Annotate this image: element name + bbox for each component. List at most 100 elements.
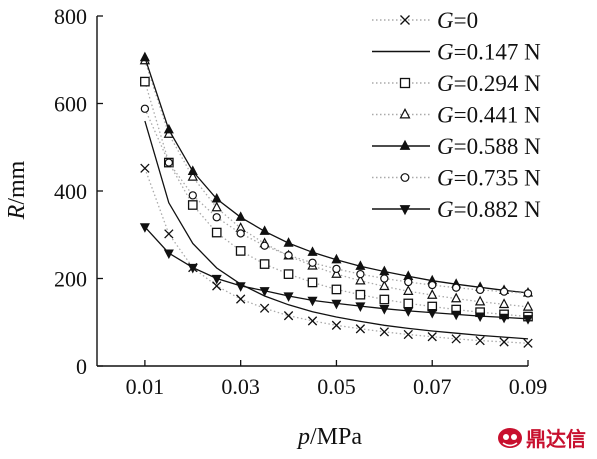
series-0 [140,163,533,348]
data-point [259,287,270,297]
legend-marker [399,108,411,119]
data-point [474,295,486,306]
data-point [499,287,509,296]
data-point [404,277,413,287]
y-tick-label: 400 [54,179,87,204]
data-point [403,307,414,317]
legend-item: G=0 [372,8,478,33]
data-point [523,289,533,298]
x-tick-label: 0.01 [126,374,165,399]
data-point [283,292,294,302]
y-tick-label: 600 [54,92,87,117]
data-point [451,283,461,292]
data-point [331,253,342,264]
data-point [499,337,509,347]
data-point [139,51,150,62]
data-point [522,300,534,311]
data-point [163,123,174,134]
data-point [211,201,222,212]
x-tick-label: 0.07 [413,374,452,399]
data-point [355,302,366,312]
data-point [403,298,414,309]
y-tick-label: 200 [54,267,87,292]
data-point [187,165,198,175]
x-axis-title: p/MPa [296,424,362,450]
data-point [187,200,198,210]
data-point [355,324,366,334]
data-point [522,315,534,325]
data-point [140,104,150,113]
data-point [307,316,318,326]
data-point [379,294,390,305]
data-point [450,292,462,303]
data-point [283,311,294,321]
series-line [144,81,529,318]
data-point [211,192,222,203]
data-point [187,170,198,181]
data-point [163,249,174,260]
data-point [211,227,222,238]
data-point [212,281,222,291]
watermark: 鼎达信 [498,427,586,451]
data-point [236,294,246,304]
x-tick-label: 0.09 [509,374,548,399]
data-point [164,229,174,239]
data-point [260,241,269,250]
data-point [427,308,438,319]
legend-marker [399,205,411,216]
data-point [498,298,510,309]
y-tick-label: 800 [54,4,87,29]
legend-item: G=0.735 N [372,166,541,191]
legend-label: G=0.147 N [437,40,541,65]
data-point [187,263,198,274]
data-point [308,258,317,267]
legend-label: G=0.294 N [437,71,541,96]
series-line [144,60,529,308]
data-point [331,284,342,295]
data-point [188,191,197,200]
data-point [283,269,294,279]
series-1 [144,120,529,340]
data-point [379,305,390,315]
data-point [355,289,366,300]
data-point [259,303,270,313]
data-point [451,310,462,321]
data-point [331,299,342,310]
data-point [139,223,150,233]
legend-label: G=0.588 N [437,134,541,159]
legend: G=0 G=0.147 N G=0.294 N G=0.441 N G=0.588 N G… [372,8,541,222]
data-point [235,246,246,256]
data-point [307,296,318,307]
y-tick-label: 0 [76,354,87,379]
legend-item: G=0.882 N [372,197,541,222]
data-point [211,274,222,285]
data-point [235,282,246,292]
legend-item: G=0.441 N [372,103,541,128]
legend-item: G=0.588 N [372,134,541,159]
data-point [427,289,438,299]
data-point [164,158,174,167]
legend-label: G=0.441 N [437,103,541,128]
data-point [355,260,366,270]
data-point [140,76,150,87]
data-point [475,285,485,295]
series-6 [139,223,534,325]
data-point [212,213,221,222]
legend-marker [400,173,410,182]
data-point [259,225,270,235]
data-point [403,329,413,340]
data-point [355,274,366,285]
data-point [283,237,294,247]
x-tick-label: 0.03 [221,374,260,399]
data-point [379,280,390,291]
y-axis-title: R/mm [4,160,30,220]
legend-marker [400,15,410,25]
data-point [235,211,246,221]
data-point [259,259,270,269]
series-line [144,120,529,340]
data-point [499,313,510,324]
axes: 0 200 400 600 800 0.01 0.03 0.05 0.07 0.09 [54,4,547,399]
legend-label: G=0.735 N [437,166,541,191]
data-point [379,327,389,337]
series-line [144,108,529,295]
